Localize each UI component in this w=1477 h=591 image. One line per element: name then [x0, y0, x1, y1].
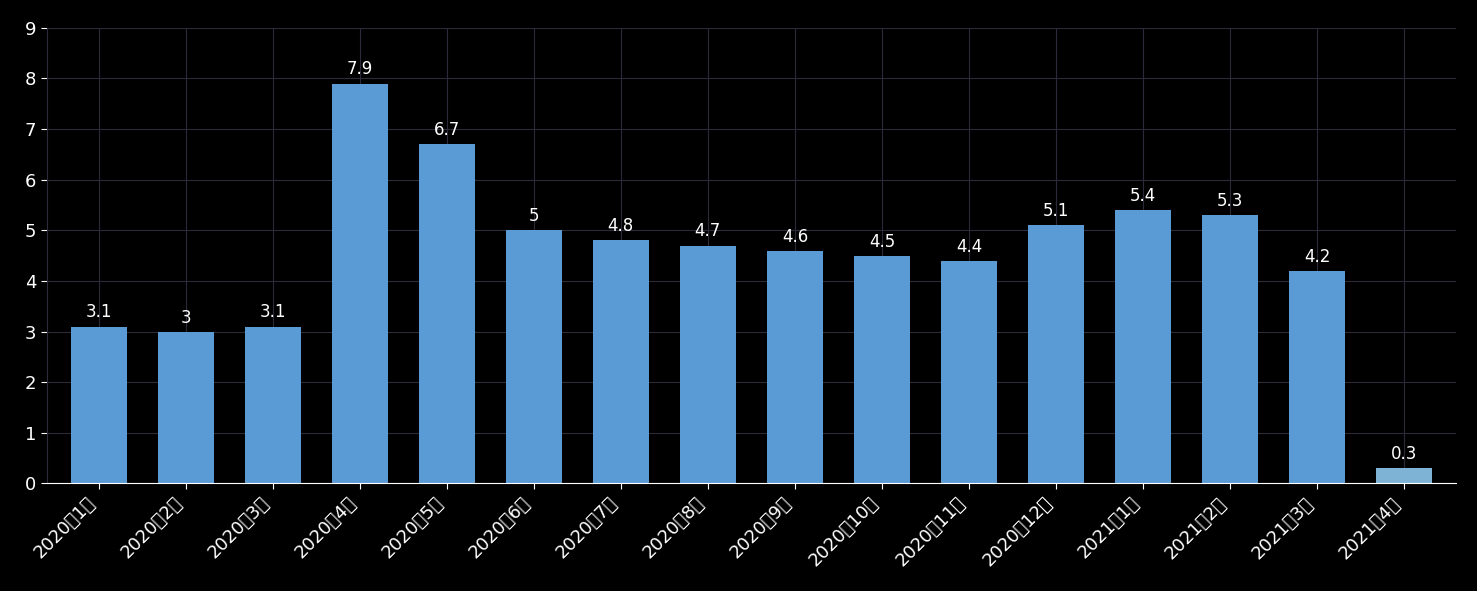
- Bar: [505, 230, 563, 483]
- Text: 0.3: 0.3: [1391, 445, 1416, 463]
- Bar: [1288, 271, 1346, 483]
- Bar: [1375, 468, 1433, 483]
- Text: 4.4: 4.4: [956, 238, 982, 256]
- Bar: [679, 245, 736, 483]
- Bar: [331, 83, 388, 483]
- Text: 5: 5: [529, 207, 539, 225]
- Text: 7.9: 7.9: [347, 60, 374, 79]
- Text: 6.7: 6.7: [434, 121, 459, 139]
- Bar: [1115, 210, 1171, 483]
- Bar: [245, 327, 301, 483]
- Text: 5.1: 5.1: [1043, 202, 1069, 220]
- Bar: [1028, 225, 1084, 483]
- Text: 5.3: 5.3: [1217, 192, 1244, 210]
- Text: 4.6: 4.6: [781, 228, 808, 245]
- Text: 3.1: 3.1: [86, 303, 112, 322]
- Text: 3.1: 3.1: [260, 303, 287, 322]
- Bar: [854, 256, 910, 483]
- Text: 4.5: 4.5: [868, 233, 895, 251]
- Text: 4.7: 4.7: [694, 222, 721, 241]
- Bar: [158, 332, 214, 483]
- Text: 3: 3: [180, 309, 191, 327]
- Text: 5.4: 5.4: [1130, 187, 1156, 205]
- Bar: [767, 251, 823, 483]
- Bar: [592, 241, 648, 483]
- Bar: [71, 327, 127, 483]
- Bar: [1202, 215, 1258, 483]
- Bar: [418, 144, 476, 483]
- Bar: [941, 261, 997, 483]
- Text: 4.8: 4.8: [607, 217, 634, 235]
- Text: 4.2: 4.2: [1304, 248, 1331, 266]
